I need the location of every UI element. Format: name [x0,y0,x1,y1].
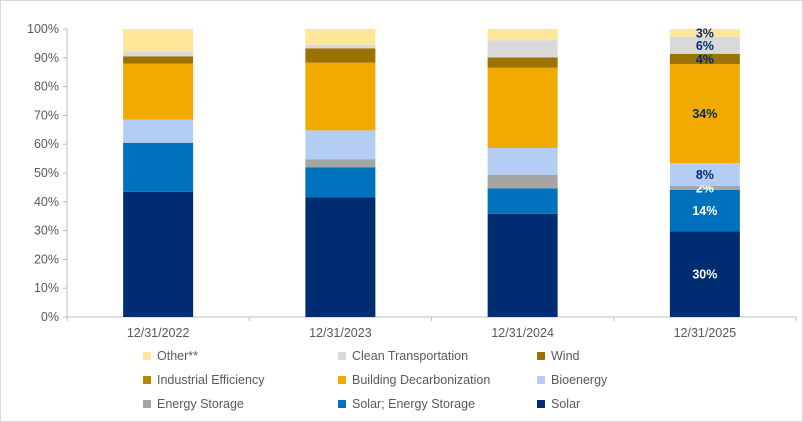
y-tick-label: 20% [34,252,59,266]
bar-segment [305,62,376,131]
bar-segment [123,52,194,57]
legend-label: Bioenergy [551,373,608,387]
bar-segment [305,159,376,168]
bar-segment [305,48,376,63]
bar-segment [305,197,376,317]
legend-item: Bioenergy [537,373,607,387]
bar-segment [305,130,376,160]
bar-segment [487,29,558,41]
bar-segment [487,147,558,175]
bar-segment [669,64,740,164]
legend-label: Energy Storage [157,397,244,411]
legend-item: Industrial Efficiency [143,373,264,387]
bar-segment [123,56,194,64]
legend-swatch [143,400,151,408]
legend-swatch [537,352,545,360]
y-tick-label: 70% [34,108,59,122]
legend-swatch [537,400,545,408]
legend-item: Solar; Energy Storage [338,397,475,411]
x-tick-label: 12/31/2022 [127,326,190,340]
bar-segment [123,29,194,53]
bar-segment [669,189,740,232]
bar-segment [305,167,376,198]
legend-item: Solar [537,397,580,411]
data-label: 8% [696,168,714,182]
legend-item: Building Decarbonization [338,373,490,387]
legend-item: Clean Transportation [338,349,468,363]
legend-item: Wind [537,349,579,363]
legend-swatch [143,376,151,384]
legend-label: Clean Transportation [352,349,469,363]
data-label: 3% [696,26,714,40]
bar-segment [487,188,558,214]
bar-segment [669,53,740,65]
bar-segment [669,163,740,186]
bar-segment [487,174,558,189]
bar-segment [487,213,558,317]
legend-label: Industrial Efficiency [157,373,265,387]
bar-segment [305,44,376,49]
y-tick-label: 10% [34,281,59,295]
bar-segment [487,40,558,58]
y-tick-label: 100% [27,22,59,36]
legend-swatch [338,376,346,384]
legend-label: Building Decarbonization [352,373,491,387]
bar-segment [487,57,558,68]
legend-label: Solar [551,397,581,411]
x-tick-label: 12/31/2024 [491,326,554,340]
bar-segment [123,63,194,120]
legend-swatch [143,352,151,360]
y-tick-label: 40% [34,195,59,209]
legend-swatch [537,376,545,384]
data-label: 6% [696,39,714,53]
y-tick-label: 60% [34,137,59,151]
bar-segment [669,231,740,317]
bar-segment [669,185,740,190]
bar-segment [123,119,194,143]
legend-swatch [338,400,346,408]
bar-segment [669,29,740,37]
bar-segment [123,142,194,192]
data-label: 14% [692,204,717,218]
y-tick-label: 30% [34,224,59,238]
legend-label: Wind [551,349,580,363]
bar-segment [487,67,558,148]
data-label: 4% [696,52,714,66]
legend-item: Other** [143,349,198,363]
y-tick-label: 50% [34,166,59,180]
y-tick-label: 90% [34,51,59,65]
data-label: 34% [692,107,717,121]
bar-segment [123,191,194,317]
bar-segment [305,29,376,45]
data-label: 30% [692,268,717,282]
legend-label: Solar; Energy Storage [352,397,475,411]
legend-item: Energy Storage [143,397,244,411]
x-tick-label: 12/31/2025 [674,326,737,340]
legend-swatch [338,352,346,360]
legend-label: Other** [157,349,198,363]
x-tick-label: 12/31/2023 [309,326,372,340]
y-tick-label: 80% [34,80,59,94]
y-tick-label: 0% [41,310,59,324]
bar-segment [669,36,740,54]
